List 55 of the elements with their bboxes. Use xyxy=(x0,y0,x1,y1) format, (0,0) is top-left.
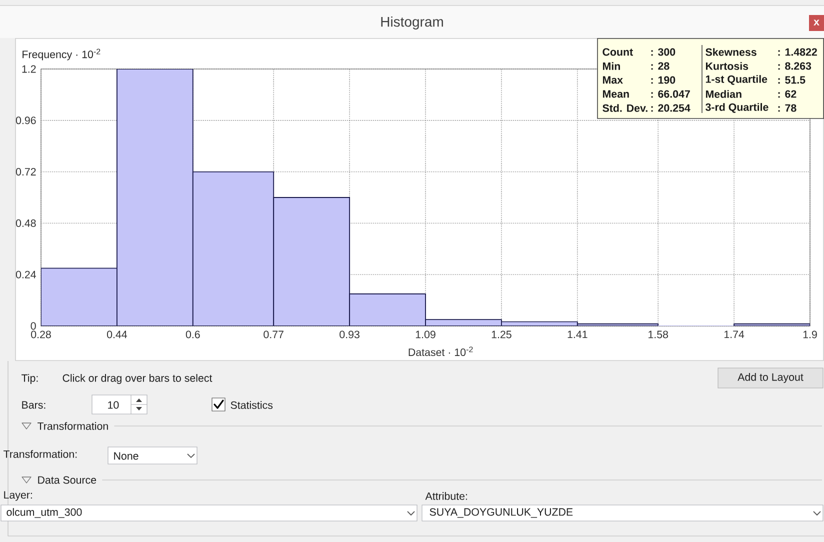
annotation: Kurtosis xyxy=(706,62,748,70)
annotation: : 78 xyxy=(778,104,796,112)
x-tick-label: 0.77 xyxy=(264,330,284,338)
x-tick-label: 1.41 xyxy=(568,330,588,338)
annotation: : 20.254 xyxy=(651,104,690,112)
x-tick-label: 1.9 xyxy=(803,330,817,338)
text: Tip: xyxy=(22,374,38,384)
annotation: : 190 xyxy=(651,76,676,84)
text: Statistics xyxy=(230,401,273,409)
text: Click or drag over bars to select xyxy=(62,374,212,384)
x-tick-label: 0.44 xyxy=(107,330,128,338)
x-tick-label: 0.6 xyxy=(186,330,200,338)
annotation: : 8.263 xyxy=(778,62,812,70)
text: Skewness xyxy=(706,48,756,56)
x-axis-title: Dataset · 10$^{-2}$ xyxy=(408,346,473,356)
x-tick-label: 1.74 xyxy=(724,330,744,338)
text: Bars: xyxy=(22,401,46,409)
text: SUYA_DOYGUNLUK_YUZDE xyxy=(430,508,573,518)
annotation: : 62 xyxy=(778,90,796,98)
text: 10 xyxy=(108,401,119,409)
annotation: Max xyxy=(602,76,623,84)
annotation: Std. Dev. xyxy=(602,104,648,112)
y-tick-label: 0 xyxy=(30,322,36,330)
text: : 300 xyxy=(651,48,676,56)
text: Transformation: xyxy=(4,450,77,458)
y-tick-label: 0.96 xyxy=(16,116,36,124)
annotation: Mean xyxy=(602,90,629,98)
y-tick-label: 0.24 xyxy=(16,270,36,278)
y-tick-label: 0.48 xyxy=(16,219,36,227)
text: olcum_utm_300 xyxy=(6,508,82,518)
y-axis-title: Frequency · 10$^{-2}$ xyxy=(22,48,100,60)
text: Attribute: xyxy=(425,492,467,500)
text: Count xyxy=(602,48,633,56)
x-tick-label: 1.25 xyxy=(492,330,512,338)
chart-title: Histogram xyxy=(381,16,443,30)
annotation: : 28 xyxy=(651,62,670,70)
text: : 1.4822 xyxy=(778,48,817,56)
annotation: Min xyxy=(602,62,620,70)
x-tick-label: 1.58 xyxy=(648,330,668,338)
text: None xyxy=(114,452,138,460)
annotation: : 51.5 xyxy=(778,76,806,84)
annotation: : 66.047 xyxy=(651,90,690,98)
y-tick-label: 0.72 xyxy=(16,168,36,176)
x-tick-label: 0.28 xyxy=(31,330,51,338)
text: Add to Layout xyxy=(738,373,804,383)
text: Layer: xyxy=(4,491,32,501)
annotation: Median xyxy=(706,90,742,98)
x-tick-label: 0.93 xyxy=(340,330,360,338)
y-tick-label: 1.2 xyxy=(22,65,36,73)
text: x xyxy=(814,20,820,26)
x-tick-label: 1.09 xyxy=(416,330,436,338)
text: Data Source xyxy=(38,476,96,484)
text: Transformation xyxy=(38,422,108,430)
annotation: 1-st Quartile xyxy=(706,75,768,85)
annotation: 3-rd Quartile xyxy=(706,103,768,113)
